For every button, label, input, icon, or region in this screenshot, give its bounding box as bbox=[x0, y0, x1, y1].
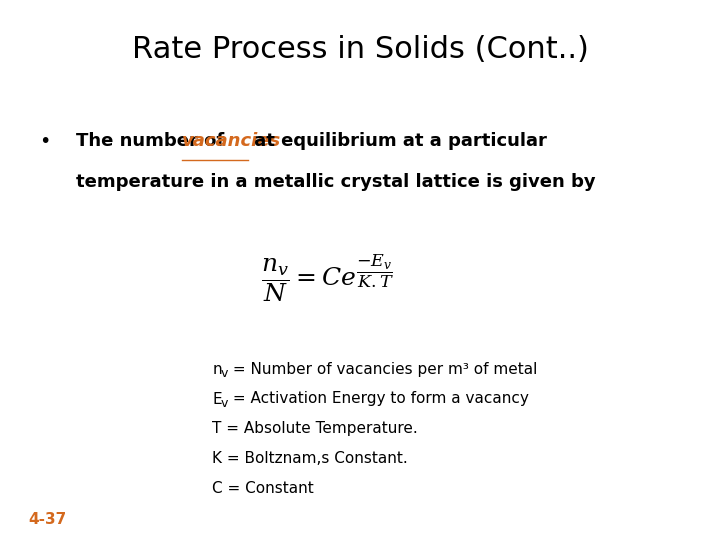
Text: K = Boltznam,s Constant.: K = Boltznam,s Constant. bbox=[212, 451, 408, 466]
Text: at equilibrium at a particular: at equilibrium at a particular bbox=[248, 132, 547, 150]
Text: = Activation Energy to form a vacancy: = Activation Energy to form a vacancy bbox=[228, 392, 529, 407]
Text: n: n bbox=[212, 362, 222, 377]
Text: temperature in a metallic crystal lattice is given by: temperature in a metallic crystal lattic… bbox=[76, 173, 595, 191]
Text: E: E bbox=[212, 392, 222, 407]
Text: vacancies: vacancies bbox=[182, 132, 282, 150]
Text: C = Constant: C = Constant bbox=[212, 481, 314, 496]
Text: T = Absolute Temperature.: T = Absolute Temperature. bbox=[212, 421, 418, 436]
Text: v: v bbox=[221, 397, 228, 410]
Text: = Number of vacancies per m³ of metal: = Number of vacancies per m³ of metal bbox=[228, 362, 538, 377]
Text: The number of: The number of bbox=[76, 132, 230, 150]
Text: $\dfrac{n_v}{N} = Ce^{\dfrac{-E_v}{K.T}}$: $\dfrac{n_v}{N} = Ce^{\dfrac{-E_v}{K.T}}… bbox=[261, 253, 394, 303]
Text: Rate Process in Solids (Cont..): Rate Process in Solids (Cont..) bbox=[132, 35, 588, 64]
Text: v: v bbox=[221, 367, 228, 380]
Text: 4-37: 4-37 bbox=[29, 511, 67, 526]
Text: •: • bbox=[40, 132, 51, 151]
